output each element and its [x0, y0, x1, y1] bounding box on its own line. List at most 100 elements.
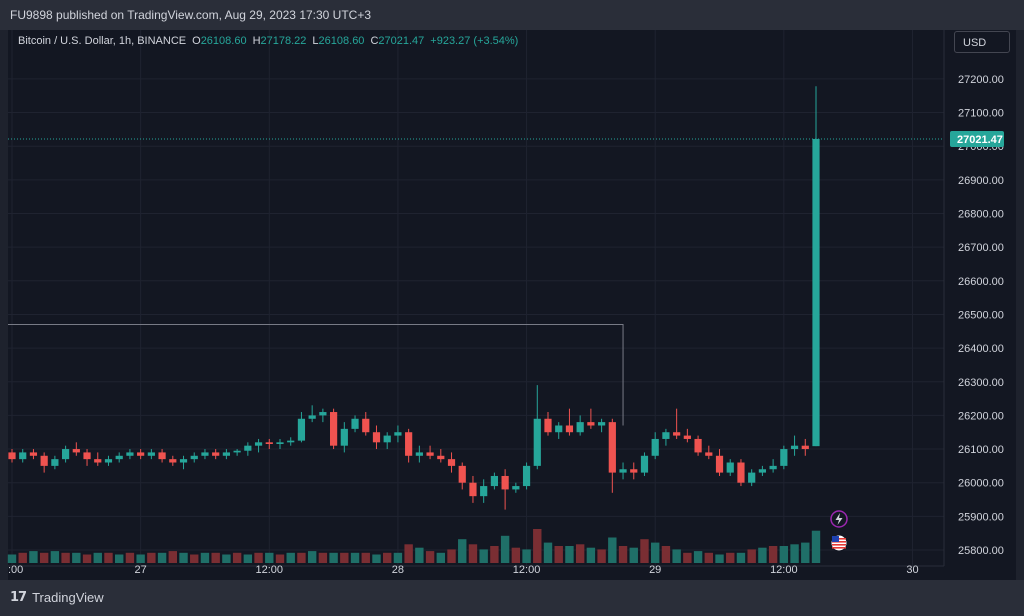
candle[interactable] — [362, 412, 370, 436]
currency-button[interactable]: USD — [954, 31, 1010, 53]
candle[interactable] — [351, 415, 359, 433]
volume-bar — [661, 546, 671, 563]
range-line[interactable] — [8, 324, 624, 426]
volume-bar — [704, 552, 713, 563]
volume-bar — [511, 547, 521, 563]
volume-bar — [372, 554, 381, 563]
candle[interactable] — [319, 408, 327, 423]
candle[interactable] — [169, 455, 177, 466]
candle[interactable] — [715, 449, 724, 476]
candle[interactable] — [640, 452, 649, 476]
candle[interactable] — [19, 449, 27, 463]
candle[interactable] — [533, 385, 541, 470]
candle[interactable] — [330, 408, 338, 450]
candle[interactable] — [480, 479, 488, 503]
candle[interactable] — [308, 405, 316, 423]
candle[interactable] — [265, 438, 273, 450]
candle[interactable] — [769, 459, 777, 473]
candle[interactable] — [94, 452, 102, 466]
y-tick-label: 27100.00 — [958, 108, 1004, 120]
candle[interactable] — [587, 408, 595, 429]
candle[interactable] — [244, 442, 252, 456]
candle[interactable] — [158, 449, 166, 463]
candle[interactable] — [780, 445, 788, 470]
candle[interactable] — [694, 435, 702, 456]
tradingview-logo[interactable]: 17 TradingView — [10, 590, 104, 605]
candle[interactable] — [608, 418, 616, 493]
candle-body — [340, 428, 348, 446]
candle[interactable] — [405, 428, 413, 463]
volume-bar — [211, 552, 220, 563]
volume-bar — [447, 549, 456, 563]
candle[interactable] — [276, 438, 284, 450]
candle[interactable] — [212, 449, 220, 460]
candle[interactable] — [62, 445, 70, 463]
candle[interactable] — [683, 428, 691, 443]
candle[interactable] — [748, 469, 756, 487]
volume-bar — [147, 552, 156, 563]
candle[interactable] — [190, 452, 198, 463]
candle[interactable] — [83, 449, 91, 466]
candle[interactable] — [576, 415, 584, 436]
candle[interactable] — [372, 425, 381, 450]
candle[interactable] — [705, 445, 713, 460]
candle[interactable] — [72, 442, 80, 456]
candle[interactable] — [222, 449, 230, 460]
candle[interactable] — [501, 469, 509, 510]
candle[interactable] — [726, 459, 734, 476]
candle[interactable] — [201, 449, 209, 460]
candle[interactable] — [662, 428, 670, 446]
candle[interactable] — [630, 462, 638, 480]
candle[interactable] — [115, 452, 123, 463]
candle[interactable] — [790, 435, 799, 456]
candle-body — [169, 459, 177, 463]
volume-bar — [715, 554, 724, 563]
lightning-icon[interactable] — [830, 510, 848, 528]
candle[interactable] — [383, 432, 391, 450]
candle[interactable] — [8, 449, 16, 463]
candle-body — [62, 449, 70, 460]
candle[interactable] — [104, 455, 113, 466]
candle[interactable] — [415, 445, 423, 463]
candle[interactable] — [555, 422, 563, 439]
candle[interactable] — [737, 459, 745, 487]
candle[interactable] — [254, 438, 263, 453]
candle[interactable] — [179, 455, 188, 470]
candle[interactable] — [651, 432, 659, 460]
candle[interactable] — [801, 438, 809, 456]
candle[interactable] — [522, 462, 531, 490]
candle[interactable] — [137, 449, 145, 460]
candle[interactable] — [126, 449, 134, 460]
close-label: C — [370, 35, 379, 47]
chart-area[interactable] — [8, 30, 1016, 580]
volume-bar — [543, 542, 553, 563]
candle[interactable] — [812, 86, 820, 447]
candle[interactable] — [565, 408, 574, 436]
volume-bar — [82, 554, 92, 563]
candle[interactable] — [598, 418, 606, 433]
candle[interactable] — [233, 449, 241, 456]
candle[interactable] — [297, 412, 306, 443]
volume-bar — [265, 552, 274, 563]
candle[interactable] — [512, 482, 520, 493]
candle[interactable] — [51, 455, 59, 470]
candle[interactable] — [458, 462, 466, 490]
candle[interactable] — [29, 449, 38, 460]
candle[interactable] — [469, 475, 477, 503]
candle[interactable] — [147, 449, 155, 460]
candle[interactable] — [673, 408, 681, 439]
candle[interactable] — [340, 422, 348, 453]
candle[interactable] — [447, 452, 456, 473]
candle[interactable] — [287, 437, 295, 446]
candle[interactable] — [619, 462, 627, 480]
candle[interactable] — [394, 425, 402, 443]
us-flag-icon[interactable] — [830, 534, 848, 552]
candle[interactable] — [544, 412, 552, 436]
candle-body — [748, 472, 756, 483]
candle[interactable] — [426, 445, 434, 460]
candle[interactable] — [758, 465, 766, 476]
candle[interactable] — [40, 452, 48, 473]
candle[interactable] — [437, 449, 445, 463]
candle[interactable] — [490, 472, 498, 490]
